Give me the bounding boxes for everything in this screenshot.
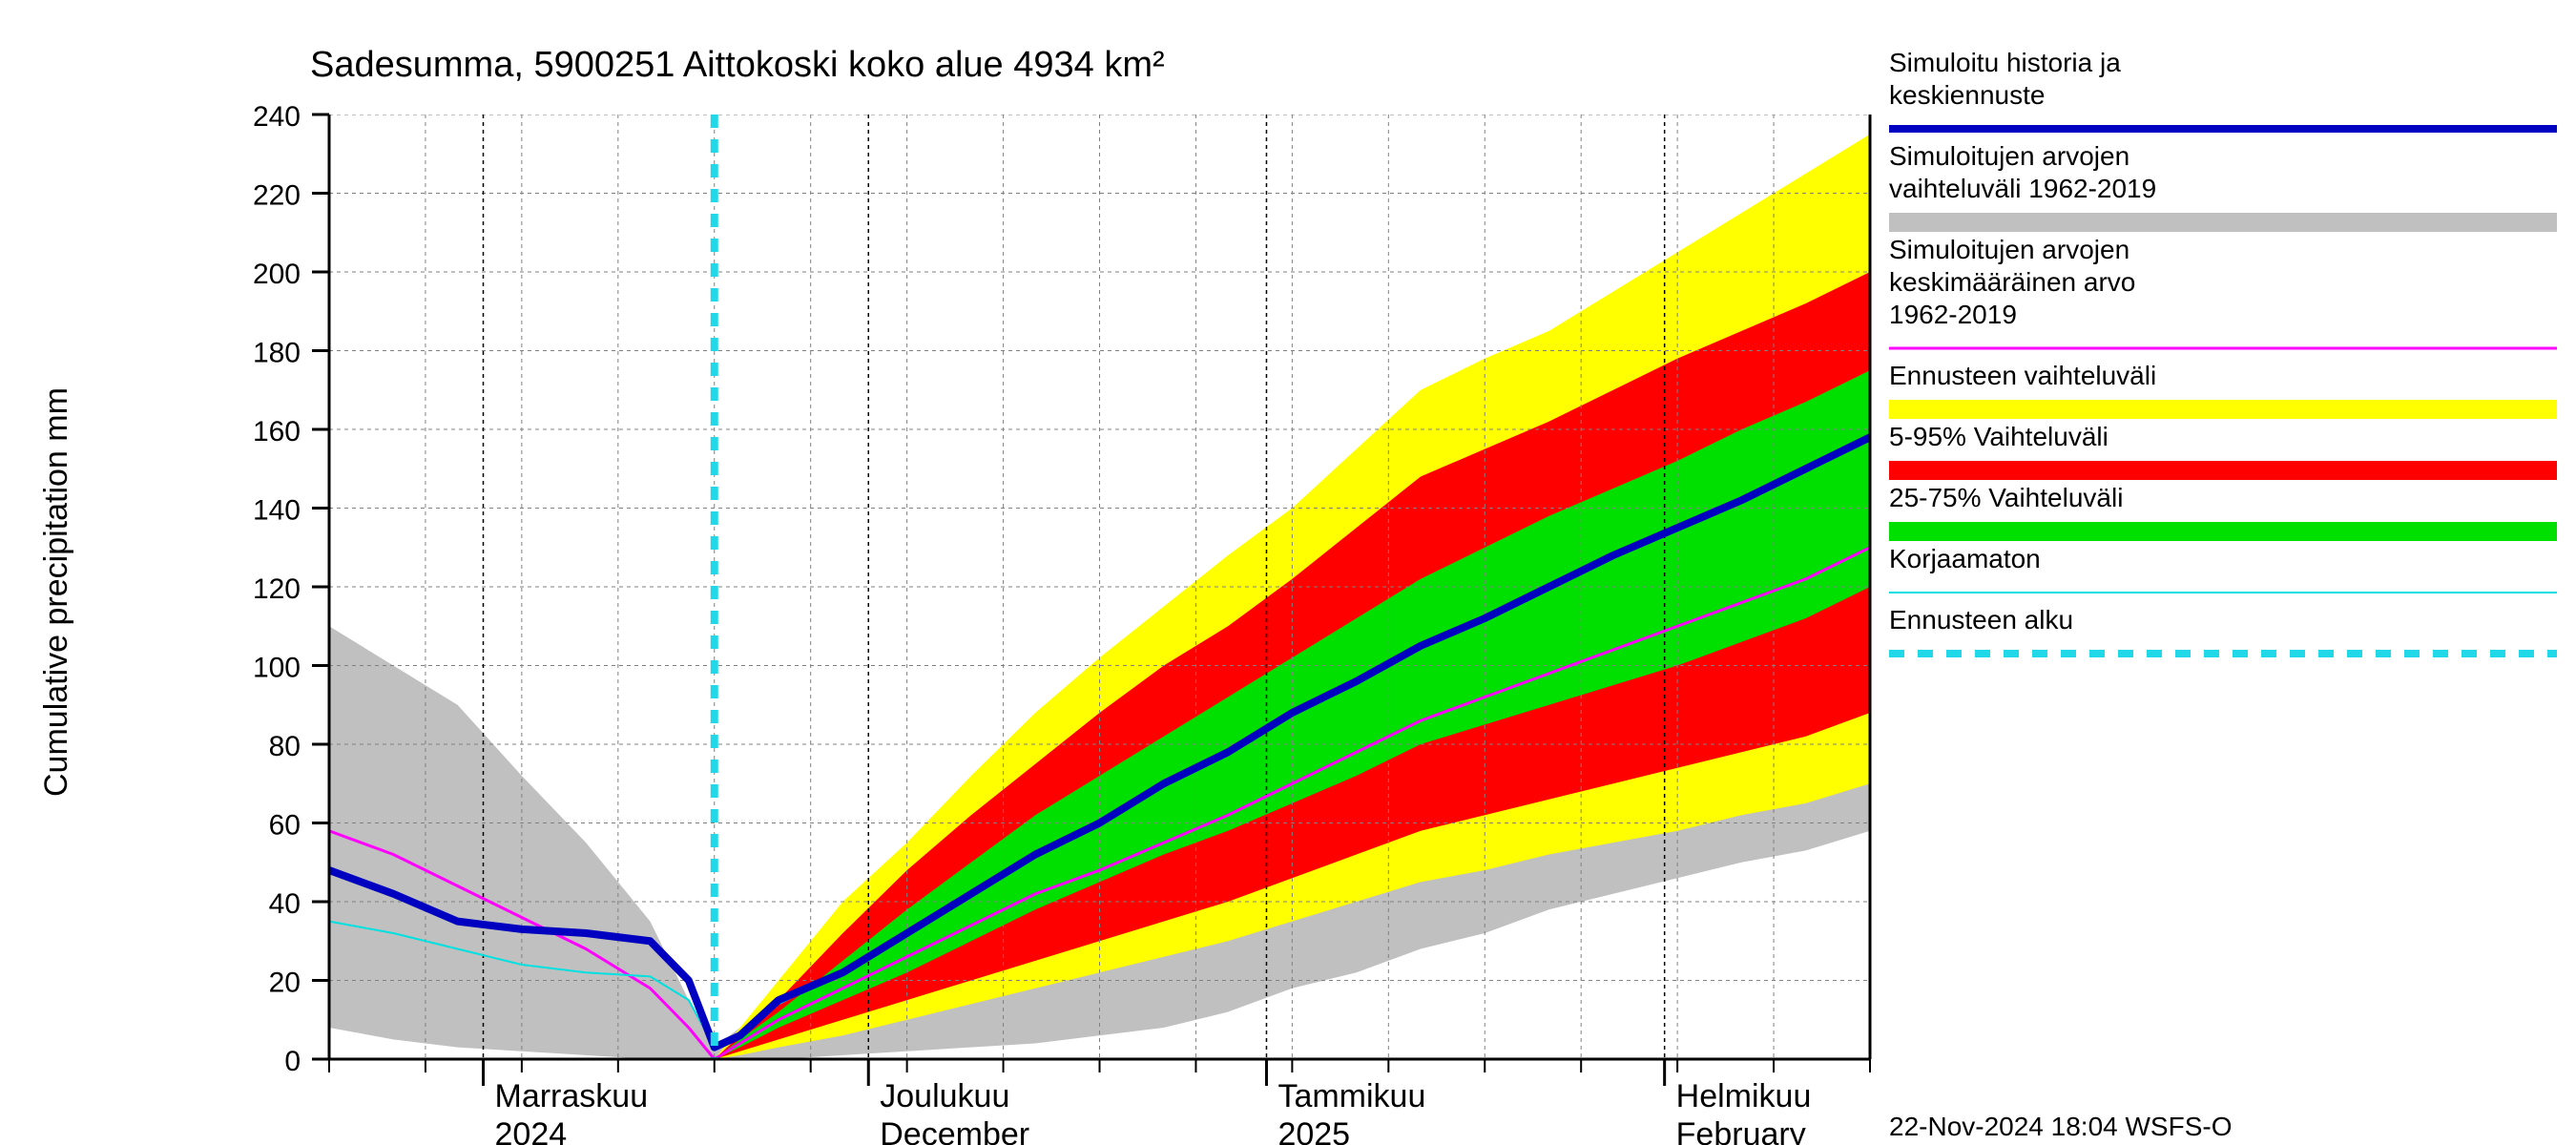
legend-swatch — [1889, 400, 2557, 419]
legend-label: keskiennuste — [1889, 80, 2045, 110]
legend-label: Ennusteen alku — [1889, 605, 2073, 635]
legend-label: keskimääräinen arvo — [1889, 267, 2135, 297]
chart-title: Sadesumma, 5900251 Aittokoski koko alue … — [310, 45, 1165, 85]
y-tick-label: 140 — [253, 495, 301, 527]
chart-footer: 22-Nov-2024 18:04 WSFS-O — [1889, 1112, 2233, 1141]
x-month-label: Marraskuu — [495, 1078, 649, 1114]
y-tick-label: 60 — [269, 810, 301, 842]
y-tick-label: 40 — [269, 888, 301, 920]
legend-swatch — [1889, 213, 2557, 232]
x-month-sublabel: February — [1676, 1116, 1806, 1145]
x-month-sublabel: 2024 — [495, 1116, 568, 1145]
legend-label: 25-75% Vaihteluväli — [1889, 483, 2123, 512]
y-tick-label: 100 — [253, 653, 301, 684]
x-month-label: Tammikuu — [1278, 1078, 1425, 1114]
y-tick-label: 0 — [284, 1046, 301, 1077]
y-tick-label: 220 — [253, 180, 301, 212]
y-tick-label: 80 — [269, 731, 301, 762]
chart-container: 0 20 40 60 80 100 120 140 160 180 200 220 240 Marrask… — [0, 0, 2576, 1145]
y-tick-label: 200 — [253, 259, 301, 290]
y-axis-label: Cumulative precipitation mm — [38, 387, 74, 797]
legend-swatch — [1889, 522, 2557, 541]
legend-label: vaihteluväli 1962-2019 — [1889, 174, 2156, 203]
y-tick-label: 240 — [253, 101, 301, 133]
precipitation-chart: 0 20 40 60 80 100 120 140 160 180 200 220 240 Marrask… — [0, 0, 2576, 1145]
y-tick-label: 160 — [253, 416, 301, 448]
x-month-sublabel: December — [880, 1116, 1029, 1145]
legend-label: Simuloitujen arvojen — [1889, 235, 2129, 264]
y-tick-label: 180 — [253, 338, 301, 369]
y-tick-label: 20 — [269, 968, 301, 999]
x-month-label: Joulukuu — [880, 1078, 1009, 1114]
x-month-label: Helmikuu — [1676, 1078, 1812, 1114]
legend-label: 1962-2019 — [1889, 300, 2017, 329]
legend-swatch — [1889, 461, 2557, 480]
x-month-sublabel: 2025 — [1278, 1116, 1350, 1145]
legend-label: Ennusteen vaihteluväli — [1889, 361, 2156, 390]
legend-label: 5-95% Vaihteluväli — [1889, 422, 2109, 451]
legend-label: Korjaamaton — [1889, 544, 2041, 573]
y-tick-label: 120 — [253, 573, 301, 605]
legend-label: Simuloitujen arvojen — [1889, 141, 2129, 171]
legend-label: Simuloitu historia ja — [1889, 48, 2121, 77]
